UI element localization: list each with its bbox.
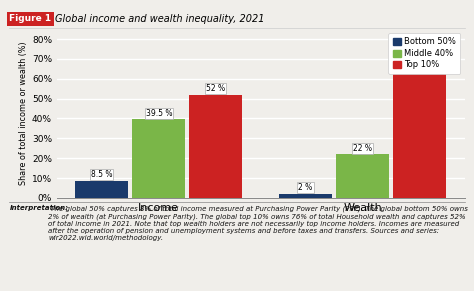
Text: Global income and wealth inequality, 2021: Global income and wealth inequality, 202… — [55, 14, 264, 24]
Legend: Bottom 50%, Middle 40%, Top 10%: Bottom 50%, Middle 40%, Top 10% — [389, 33, 460, 74]
Bar — [75, 181, 128, 198]
Text: 52 %: 52 % — [206, 84, 226, 93]
Bar — [393, 47, 446, 198]
Text: 22 %: 22 % — [353, 143, 372, 152]
Text: Interpretation:: Interpretation: — [9, 205, 68, 212]
Text: Figure 1: Figure 1 — [9, 15, 52, 23]
Text: 76 %: 76 % — [410, 36, 429, 45]
Text: 8.5 %: 8.5 % — [91, 171, 112, 180]
Bar — [279, 194, 332, 198]
Bar — [132, 119, 185, 198]
Bar — [189, 95, 242, 198]
Text: The global 50% captures 8% of total income measured at Purchasing Power Parity (: The global 50% captures 8% of total inco… — [48, 205, 468, 241]
Text: 2 %: 2 % — [299, 183, 313, 192]
Bar — [336, 154, 389, 198]
Y-axis label: Share of total income or wealth (%): Share of total income or wealth (%) — [19, 42, 27, 185]
Text: 39.5 %: 39.5 % — [146, 109, 172, 118]
